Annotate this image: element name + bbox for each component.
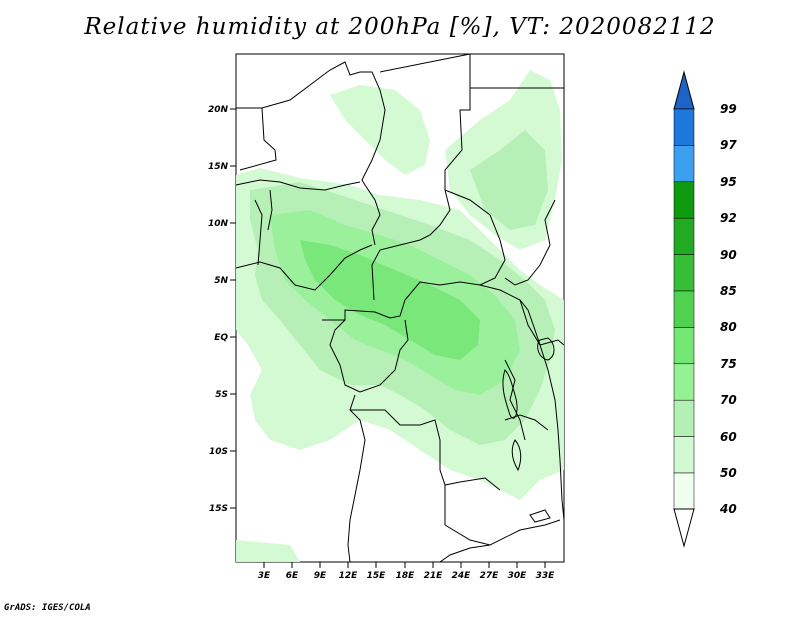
lat-ticks <box>230 108 236 509</box>
colorbar-labels: 99 97 95 92 90 85 80 75 70 60 50 40 <box>719 102 737 516</box>
country-borders <box>235 53 565 563</box>
lat-label: 5N <box>214 276 228 286</box>
colorbar-label: 95 <box>720 175 737 189</box>
colorbar: 99 97 95 92 90 85 80 75 70 60 50 40 <box>673 70 737 548</box>
lat-label: EQ <box>214 333 228 343</box>
colorbar-segment <box>673 108 695 146</box>
colorbar-bottom-arrow <box>673 508 695 548</box>
colorbar-segment <box>673 290 695 328</box>
colorbar-label: 99 <box>720 102 737 116</box>
lat-label: 10N <box>208 219 229 229</box>
lon-label: 30E <box>508 571 528 581</box>
colorbar-top-arrow <box>673 70 695 110</box>
lon-ticks <box>263 562 546 568</box>
colorbar-label: 97 <box>720 138 737 152</box>
lon-label: 27E <box>480 571 500 581</box>
colorbar-segment <box>673 181 695 219</box>
lon-label: 24E <box>452 571 472 581</box>
lon-label: 9E <box>314 571 327 581</box>
colorbar-segment <box>673 363 695 401</box>
lon-label: 18E <box>396 571 416 581</box>
colorbar-label: 90 <box>720 248 737 262</box>
lat-label: 10S <box>209 447 228 457</box>
colorbar-segment <box>673 254 695 292</box>
lon-label: 12E <box>339 571 359 581</box>
colorbar-label: 50 <box>720 466 737 480</box>
lon-label: 15E <box>367 571 387 581</box>
lon-label: 3E <box>258 571 271 581</box>
lat-label: 5S <box>215 390 228 400</box>
lon-labels: 3E 6E 9E 12E 15E 18E 21E 24E 27E 30E 33E <box>258 571 555 581</box>
lon-label: 21E <box>424 571 444 581</box>
lon-label: 6E <box>286 571 299 581</box>
colorbar-segment <box>673 145 695 183</box>
lat-label: 15N <box>208 162 229 172</box>
lon-label: 33E <box>536 571 556 581</box>
map-title: Relative humidity at 200hPa [%], VT: 202… <box>84 14 716 40</box>
colorbar-label: 85 <box>720 284 737 298</box>
humidity-shading <box>236 70 564 562</box>
colorbar-label: 60 <box>720 430 737 444</box>
lat-label: 15S <box>209 504 228 514</box>
map-panel: 20N 15N 10N 5N EQ 5S 10S 15S 3E 6E 9E <box>208 53 565 581</box>
colorbar-segment <box>673 217 695 255</box>
colorbar-label: 75 <box>720 357 737 371</box>
lakes <box>502 337 555 523</box>
colorbar-segment <box>673 327 695 365</box>
colorbar-label: 40 <box>719 502 737 516</box>
colorbar-label: 92 <box>720 211 737 225</box>
colorbar-segment <box>673 472 695 510</box>
colorbar-label: 70 <box>720 393 737 407</box>
lat-label: 20N <box>208 105 229 115</box>
lat-labels: 20N 15N 10N 5N EQ 5S 10S 15S <box>208 105 229 514</box>
colorbar-label: 80 <box>720 320 737 334</box>
footer-credit: GrADS: IGES/COLA <box>4 603 91 613</box>
colorbar-segment <box>673 436 695 474</box>
colorbar-segment <box>673 399 695 437</box>
